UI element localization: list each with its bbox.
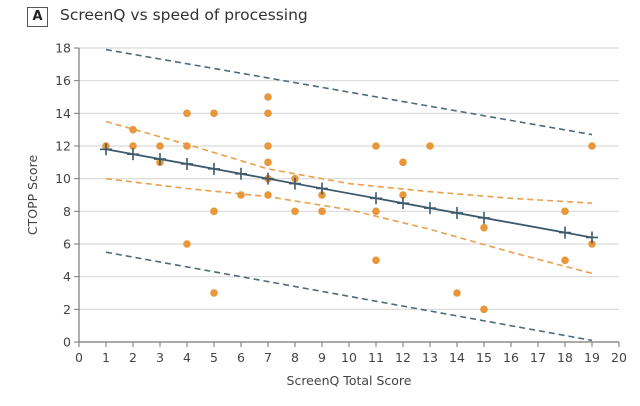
x-tick-label: 7 [264,350,272,365]
data-point [264,93,272,101]
x-tick-label: 11 [368,350,384,365]
data-point [372,142,380,150]
fit-marker [289,177,301,190]
x-tick-label: 10 [341,350,357,365]
data-point [129,142,137,150]
fit-marker [424,202,436,215]
y-tick-label: 14 [55,106,71,121]
y-tick-label: 18 [55,41,71,56]
x-tick-label: 9 [318,350,326,365]
data-point [264,191,272,199]
data-point [264,158,272,167]
fit-marker [181,157,193,170]
data-point [129,125,137,134]
x-tick-label: 5 [210,350,218,365]
panel-label: A [27,7,48,27]
x-tick-label: 0 [75,350,83,365]
data-points [102,93,596,314]
data-point [588,142,596,150]
x-tick-label: 4 [183,350,191,365]
fit-marker [397,197,409,210]
fit-marker [208,162,220,175]
fit-marker [235,167,247,180]
data-point [561,256,569,265]
data-point [318,207,326,216]
data-point [372,207,380,216]
prediction-band-upper [105,48,593,136]
x-tick-label: 6 [237,350,245,365]
fit-marker [100,143,112,156]
data-point [210,207,218,216]
x-tick-label: 16 [503,350,519,365]
data-point [399,158,407,167]
y-tick-label: 4 [63,269,71,284]
data-point [480,223,488,232]
y-tick-label: 6 [63,237,71,252]
x-tick-label: 19 [584,350,600,365]
y-tick-label: 2 [63,302,71,317]
y-tick-label: 16 [55,73,71,88]
y-axis-title: CTOPP Score [25,155,40,236]
data-point [426,142,434,150]
x-tick-label: 17 [530,350,546,365]
fit-marker [586,231,598,244]
x-axis-title: ScreenQ Total Score [287,373,412,388]
data-point [210,289,218,297]
data-point [264,142,272,150]
x-tick-label: 13 [422,350,438,365]
x-tick-label: 2 [129,350,137,365]
fit-marker [451,206,463,219]
confidence-band-lower [105,177,593,275]
fit-marker [154,153,166,166]
data-point [318,191,326,199]
x-tick-label: 15 [476,350,492,365]
x-tick-label: 1 [102,350,110,365]
data-point [291,207,299,216]
x-tick-label: 8 [291,350,299,365]
data-point [264,109,272,118]
fit-marker [262,172,274,185]
fit-marker [478,211,490,224]
data-point [561,207,569,216]
data-point [480,305,488,314]
fit-marker [370,192,382,205]
y-tick-label: 12 [55,139,71,154]
gridlines [79,47,619,310]
x-tick-label: 12 [395,350,411,365]
x-tick-label: 20 [611,350,627,365]
chart-title: ScreenQ vs speed of processing [60,6,308,24]
data-point [237,191,245,199]
data-point [453,289,461,297]
prediction-band-lower [105,251,593,342]
fit-line [105,148,593,239]
fit-line-group [100,143,598,244]
data-point [399,191,407,199]
data-point [156,142,164,150]
data-point [183,109,191,118]
bands [105,48,593,342]
y-tick-label: 8 [63,204,71,219]
fit-marker [559,226,571,239]
fit-marker [316,182,328,195]
x-tick-label: 14 [449,350,465,365]
y-tick-label: 0 [63,335,71,350]
y-tick-label: 10 [55,171,71,186]
fit-marker [127,148,139,161]
data-point [588,240,596,248]
data-point [372,256,380,265]
x-tick-label: 18 [557,350,573,365]
data-point [183,240,191,248]
data-point [210,109,218,118]
data-point [183,142,191,150]
x-tick-label: 3 [156,350,164,365]
